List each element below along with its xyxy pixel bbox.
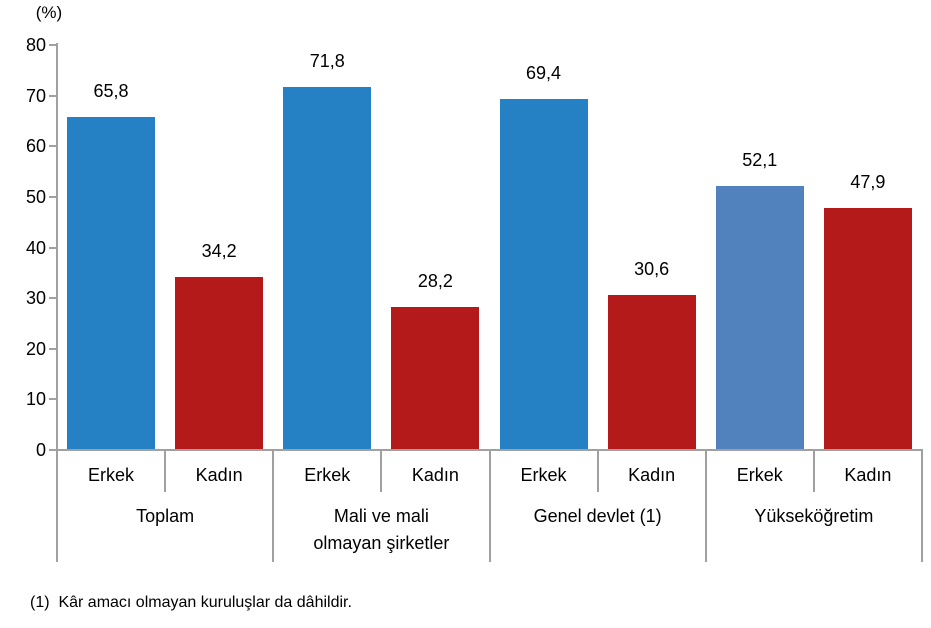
bar-label-separator-line (164, 451, 167, 492)
x-axis-bar-label: Kadın (844, 464, 892, 485)
x-axis-bar-label: Kadın (628, 464, 676, 485)
x-axis-group-label: Genel devlet (1) (533, 506, 662, 526)
y-axis-line (56, 43, 58, 452)
y-axis-tick-label: 50 (25, 186, 46, 207)
x-axis-bar-label: Kadın (411, 464, 459, 485)
y-axis-tick (49, 94, 57, 97)
bar-value-label: 69,4 (526, 62, 562, 83)
bar (499, 98, 588, 450)
y-axis-tick (49, 44, 57, 46)
bar-value-label: 28,2 (417, 271, 453, 292)
group-separator-line (921, 451, 923, 562)
bar-value-label: 52,1 (742, 150, 778, 171)
bar (283, 86, 372, 450)
y-axis-tick (49, 195, 57, 198)
bar (175, 276, 264, 450)
bar (607, 295, 696, 450)
bar-value-label: 34,2 (201, 240, 237, 261)
bar-label-separator-line (812, 451, 815, 492)
y-axis-tick (49, 246, 57, 249)
bar-label-separator-line (596, 451, 599, 492)
bar-value-label: 65,8 (93, 80, 129, 101)
bar-value-label: 47,9 (850, 171, 886, 192)
bar (823, 207, 912, 450)
y-axis-tick (49, 398, 57, 401)
group-separator-line (704, 451, 707, 562)
y-axis-tick-label: 0 (35, 440, 46, 460)
group-separator-line (488, 451, 491, 562)
x-axis-bar-label: Erkek (304, 464, 351, 485)
y-axis-tick-label: 30 (25, 288, 46, 309)
y-axis-tick-label: 10 (25, 389, 46, 410)
y-axis-tick (49, 347, 57, 350)
y-axis-tick (49, 449, 57, 451)
group-separator-line (56, 451, 58, 562)
bar (715, 186, 804, 450)
x-axis-group-label: Toplam (136, 506, 195, 526)
y-axis-tick-label: 60 (25, 136, 46, 157)
y-axis-tick (49, 297, 57, 300)
y-axis-tick-label: 70 (25, 85, 46, 106)
y-axis-tick-label: 40 (25, 237, 46, 258)
y-axis-tick (49, 145, 57, 148)
y-axis-tick-label: 20 (25, 338, 46, 359)
x-axis-bar-label: Kadın (195, 464, 243, 485)
bar (67, 116, 156, 450)
x-axis-bar-label: Erkek (736, 464, 783, 485)
footnote: (1) Kâr amacı olmayan kuruluşlar da dâhi… (30, 594, 352, 611)
bar-value-label: 30,6 (634, 259, 670, 280)
y-axis-unit-label: (%) (35, 3, 63, 22)
y-axis-tick-label: 80 (25, 35, 46, 55)
x-axis-line (56, 449, 923, 451)
bar-value-label: 71,8 (309, 50, 345, 71)
group-separator-line (272, 451, 275, 562)
x-axis-group-label: Mali ve mali olmayan şirketler (313, 506, 450, 553)
bar (391, 307, 480, 450)
bar-label-separator-line (380, 451, 383, 492)
x-axis-group-label: Yükseköğretim (754, 506, 874, 526)
x-axis-bar-label: Erkek (520, 464, 567, 485)
x-axis-bar-label: Erkek (88, 464, 135, 485)
